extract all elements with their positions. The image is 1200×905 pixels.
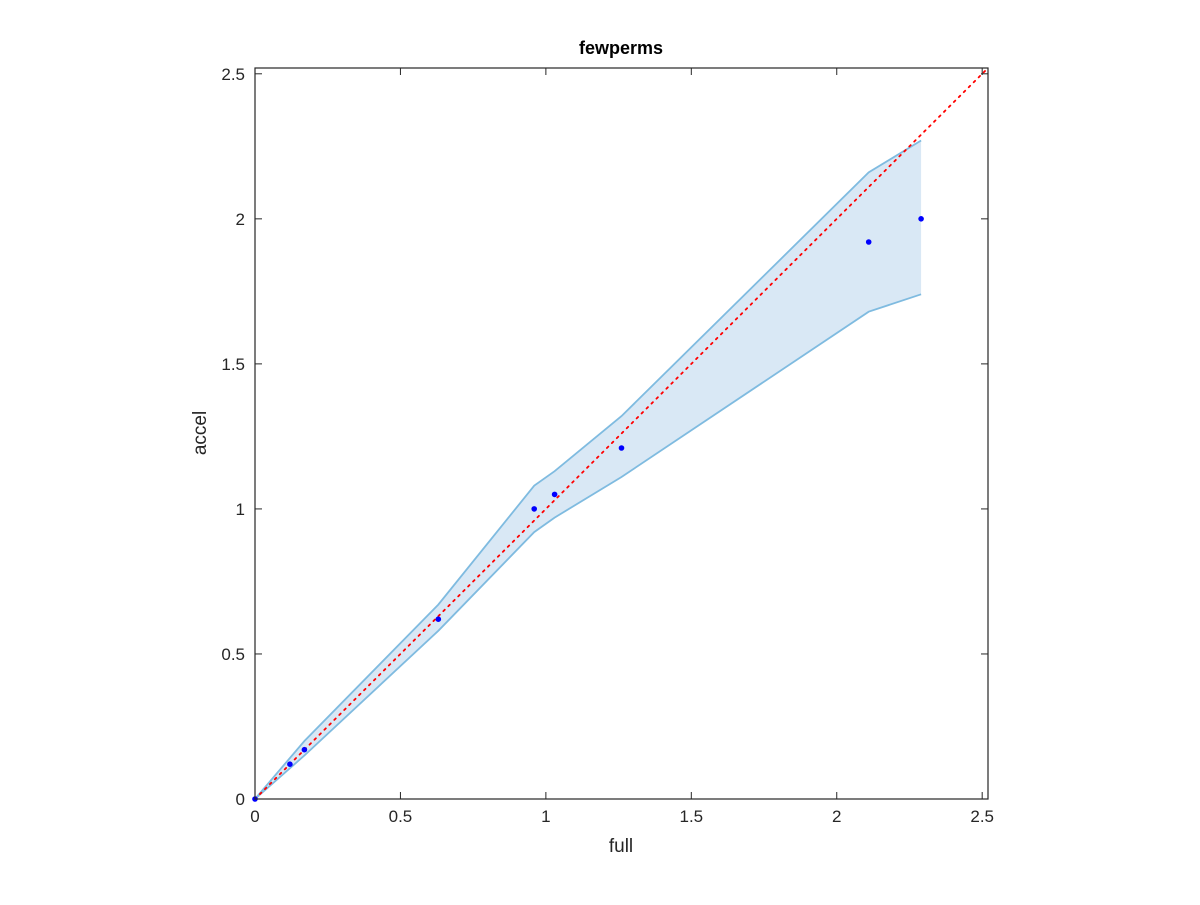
confidence-band [254,139,922,800]
y-axis-label: accel [190,411,211,455]
band-lower-edge [254,293,922,800]
data-points [252,216,924,802]
x-tick-label: 2 [832,807,841,826]
axes-box [254,67,989,800]
data-point [301,746,308,753]
y-tick-label: 1 [236,500,245,519]
x-tick-label: 0.5 [389,807,413,826]
band-fill [255,140,922,799]
x-axis-label: full [609,836,633,857]
data-point [551,491,558,498]
y-tick-label: 0.5 [221,645,245,664]
y-tick-label: 2 [236,210,245,229]
x-tick-label: 1.5 [679,807,703,826]
axis-ticks: 0 0.5 1 1.5 2 2.5 0 0.5 1 1.5 2 2.5 [221,65,994,826]
reference-line [254,67,989,800]
data-point [865,239,872,245]
data-point [618,445,625,451]
data-point [531,506,537,512]
data-point [918,216,924,222]
y-tick-label: 2.5 [221,65,245,84]
y-tick-label: 0 [236,790,245,809]
reference-line-layer [254,67,989,800]
x-tick-label: 0 [250,807,259,826]
x-tick-label: 2.5 [970,807,994,826]
y-tick-label: 1.5 [221,355,245,374]
band-upper-edge [254,139,922,800]
chart-title: fewperms [579,38,663,58]
data-point [287,761,293,767]
x-tick-label: 1 [541,807,550,826]
data-point [435,616,442,622]
